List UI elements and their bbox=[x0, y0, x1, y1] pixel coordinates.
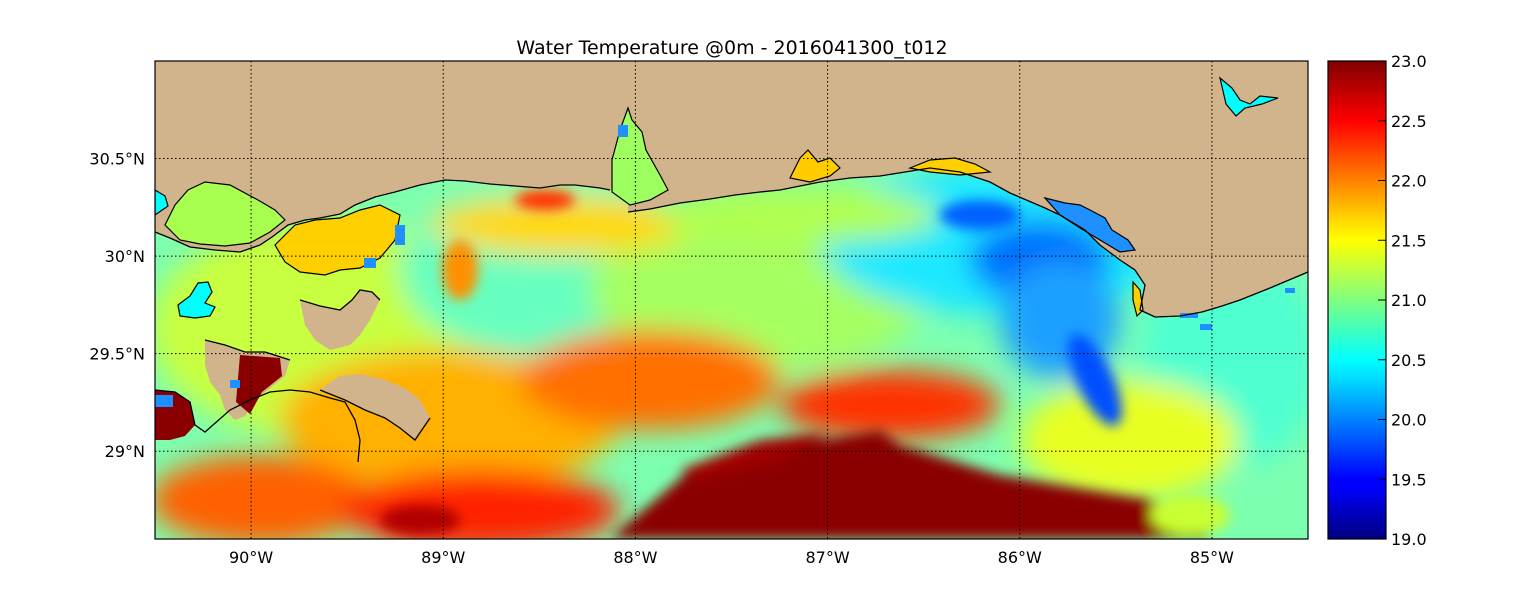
lat-tick-label: 30.5°N bbox=[89, 150, 145, 169]
map-title: Water Temperature @0m - 2016041300_t012 bbox=[516, 37, 947, 59]
map-gridlines bbox=[155, 61, 1308, 539]
colorbar-tick-label: 19.0 bbox=[1391, 530, 1427, 549]
colorbar-tick-label: 19.5 bbox=[1391, 470, 1427, 489]
lon-tick-label: 88°W bbox=[613, 548, 657, 567]
colorbar-gradient bbox=[1327, 60, 1387, 540]
inland-lakes bbox=[155, 76, 1279, 319]
lat-tick-label: 30°N bbox=[105, 247, 145, 266]
map-plot-area bbox=[155, 61, 1308, 539]
coastline bbox=[155, 167, 1308, 463]
colorbar-tick-label: 22.0 bbox=[1391, 172, 1427, 191]
colorbar-tick-label: 22.5 bbox=[1391, 112, 1427, 131]
colorbar-tick-label: 21.0 bbox=[1391, 291, 1427, 310]
lon-tick-label: 90°W bbox=[229, 548, 273, 567]
lat-tick-label: 29.5°N bbox=[89, 345, 145, 364]
lon-tick-label: 85°W bbox=[1190, 548, 1234, 567]
colorbar: 23.0 22.5 22.0 21.5 21.0 20.5 20.0 19.5 19.0 bbox=[1327, 52, 1427, 549]
colorbar-tick-label: 23.0 bbox=[1391, 52, 1427, 71]
lon-tick-label: 87°W bbox=[805, 548, 849, 567]
colorbar-tick-labels: 23.0 22.5 22.0 21.5 21.0 20.5 20.0 19.5 19.0 bbox=[1378, 52, 1427, 549]
latitude-tick-labels: 30.5°N 30°N 29.5°N 29°N bbox=[89, 150, 145, 462]
coastal-bays bbox=[155, 106, 1295, 407]
lon-tick-label: 89°W bbox=[421, 548, 465, 567]
map-frame bbox=[154, 60, 1309, 540]
lon-tick-label: 86°W bbox=[998, 548, 1042, 567]
lat-tick-label: 29°N bbox=[105, 442, 145, 461]
longitude-tick-labels: 90°W 89°W 88°W 87°W 86°W 85°W bbox=[229, 548, 1234, 567]
colorbar-tick-label: 21.5 bbox=[1391, 231, 1427, 250]
colorbar-tick-label: 20.5 bbox=[1391, 351, 1427, 370]
colorbar-tick-label: 20.0 bbox=[1391, 411, 1427, 430]
